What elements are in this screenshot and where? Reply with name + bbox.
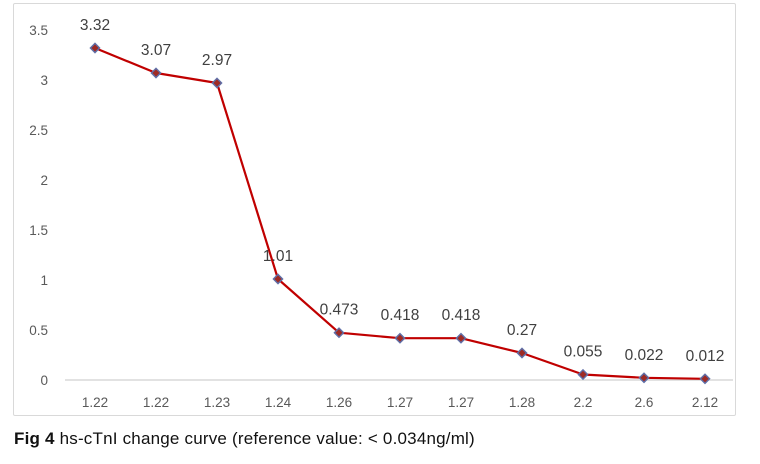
figure-caption-number: Fig 4 xyxy=(14,429,55,448)
data-point-marker xyxy=(89,42,101,54)
data-point-label: 0.418 xyxy=(381,307,420,324)
data-point-label: 0.055 xyxy=(564,344,603,361)
data-point-label: 0.27 xyxy=(507,322,537,339)
x-tick-label: 1.27 xyxy=(387,395,413,410)
x-tick-label: 1.26 xyxy=(326,395,352,410)
data-point-marker xyxy=(699,373,711,385)
figure-caption: Fig 4 hs-cTnI change curve (reference va… xyxy=(14,429,475,449)
data-point-label: 0.022 xyxy=(625,347,664,364)
hs-ctni-line-chart: 0 0.5 1 1.5 2 2.5 3 3.5 1.22 1.22 1.23 1.24 1.26 1.27… xyxy=(29,17,733,410)
y-tick-label: 0.5 xyxy=(29,323,48,338)
x-tick-label: 2.12 xyxy=(692,395,718,410)
figure-caption-text: hs-cTnI change curve (reference value: <… xyxy=(54,429,475,448)
data-point-marker xyxy=(150,67,162,79)
series-line xyxy=(93,46,707,380)
data-point-marker xyxy=(272,273,284,285)
y-tick-label: 0 xyxy=(40,373,48,388)
data-point-label: 3.32 xyxy=(80,17,110,34)
data-point-label: 0.012 xyxy=(686,348,725,365)
x-tick-label: 1.24 xyxy=(265,395,292,410)
x-tick-label: 2.2 xyxy=(574,395,593,410)
x-tick-label: 2.6 xyxy=(635,395,654,410)
x-tick-label: 1.28 xyxy=(509,395,535,410)
data-point-label: 2.97 xyxy=(202,52,232,69)
data-point-marker xyxy=(333,327,345,339)
data-point-label: 0.473 xyxy=(320,302,359,319)
x-tick-label: 1.23 xyxy=(204,395,230,410)
data-point-marker xyxy=(638,372,650,384)
data-point-marker xyxy=(394,332,406,344)
data-point-marker xyxy=(577,368,589,381)
y-tick-label: 2 xyxy=(40,173,48,188)
data-point-label: 1.01 xyxy=(263,248,293,265)
data-point-label: 3.07 xyxy=(141,42,171,59)
y-tick-label: 3 xyxy=(40,73,48,88)
y-tick-label: 3.5 xyxy=(29,23,48,38)
y-tick-label: 1.5 xyxy=(29,223,48,238)
data-point-marker xyxy=(455,332,467,344)
data-point-marker xyxy=(211,77,223,89)
x-tick-label: 1.27 xyxy=(448,395,474,410)
y-tick-label: 1 xyxy=(40,273,48,288)
x-tick-label: 1.22 xyxy=(82,395,108,410)
x-tick-label: 1.22 xyxy=(143,395,169,410)
chart-area: 0 0.5 1 1.5 2 2.5 3 3.5 1.22 1.22 1.23 1.24 1.26 1.27… xyxy=(13,3,736,416)
data-point-marker xyxy=(516,347,528,359)
data-point-label: 0.418 xyxy=(442,307,481,324)
y-tick-label: 2.5 xyxy=(29,123,48,138)
